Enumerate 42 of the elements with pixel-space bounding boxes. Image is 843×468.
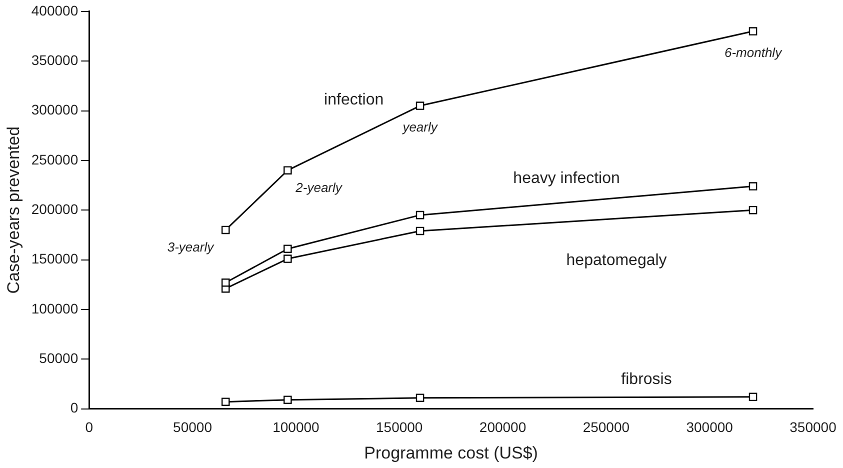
x-tick-label: 300000 xyxy=(686,419,734,436)
point xyxy=(284,396,292,404)
point xyxy=(284,244,292,253)
annotation: 3-yearly xyxy=(167,240,216,255)
annotation: 6-monthly xyxy=(724,44,784,60)
point xyxy=(748,206,758,214)
series-label: infection xyxy=(324,91,384,108)
y-tick-label: 350000 xyxy=(31,52,78,68)
x-axis-title: Programme cost (US$) xyxy=(364,443,538,462)
point xyxy=(284,166,292,174)
y-axis-title: Case-years prevented xyxy=(4,126,23,294)
y-tick-label: 50000 xyxy=(39,350,78,366)
x-tick-label: 150000 xyxy=(376,419,423,436)
annotation: 2-yearly xyxy=(294,180,344,195)
point xyxy=(221,398,230,406)
x-tick-label: 50000 xyxy=(173,419,212,436)
x-tick-label: 200000 xyxy=(479,419,526,436)
y-tick-label: 400000 xyxy=(31,2,78,18)
y-tick-label: 250000 xyxy=(31,151,78,168)
y-tick-label: 150000 xyxy=(31,250,78,267)
x-tick-label: 0 xyxy=(85,419,94,436)
x-tick-label: 250000 xyxy=(582,419,630,436)
x-tick-label: 350000 xyxy=(790,419,837,436)
point xyxy=(221,226,230,234)
x-tick-label: 100000 xyxy=(272,419,320,436)
series-label: hepatomegaly xyxy=(566,252,667,269)
series-label: heavy infection xyxy=(513,170,620,188)
y-tick-label: 300000 xyxy=(31,102,78,118)
point xyxy=(416,226,424,236)
point xyxy=(416,394,424,402)
point xyxy=(221,278,230,287)
annotation: yearly xyxy=(402,119,439,134)
y-tick-label: 200000 xyxy=(31,200,78,217)
point xyxy=(748,182,758,190)
point xyxy=(748,392,758,402)
series-label: fibrosis xyxy=(621,370,672,388)
point xyxy=(748,27,758,36)
point xyxy=(416,210,424,220)
y-tick-label: 100000 xyxy=(31,300,78,316)
y-tick-label: 0 xyxy=(70,400,78,416)
point xyxy=(284,254,292,263)
point xyxy=(416,102,424,110)
